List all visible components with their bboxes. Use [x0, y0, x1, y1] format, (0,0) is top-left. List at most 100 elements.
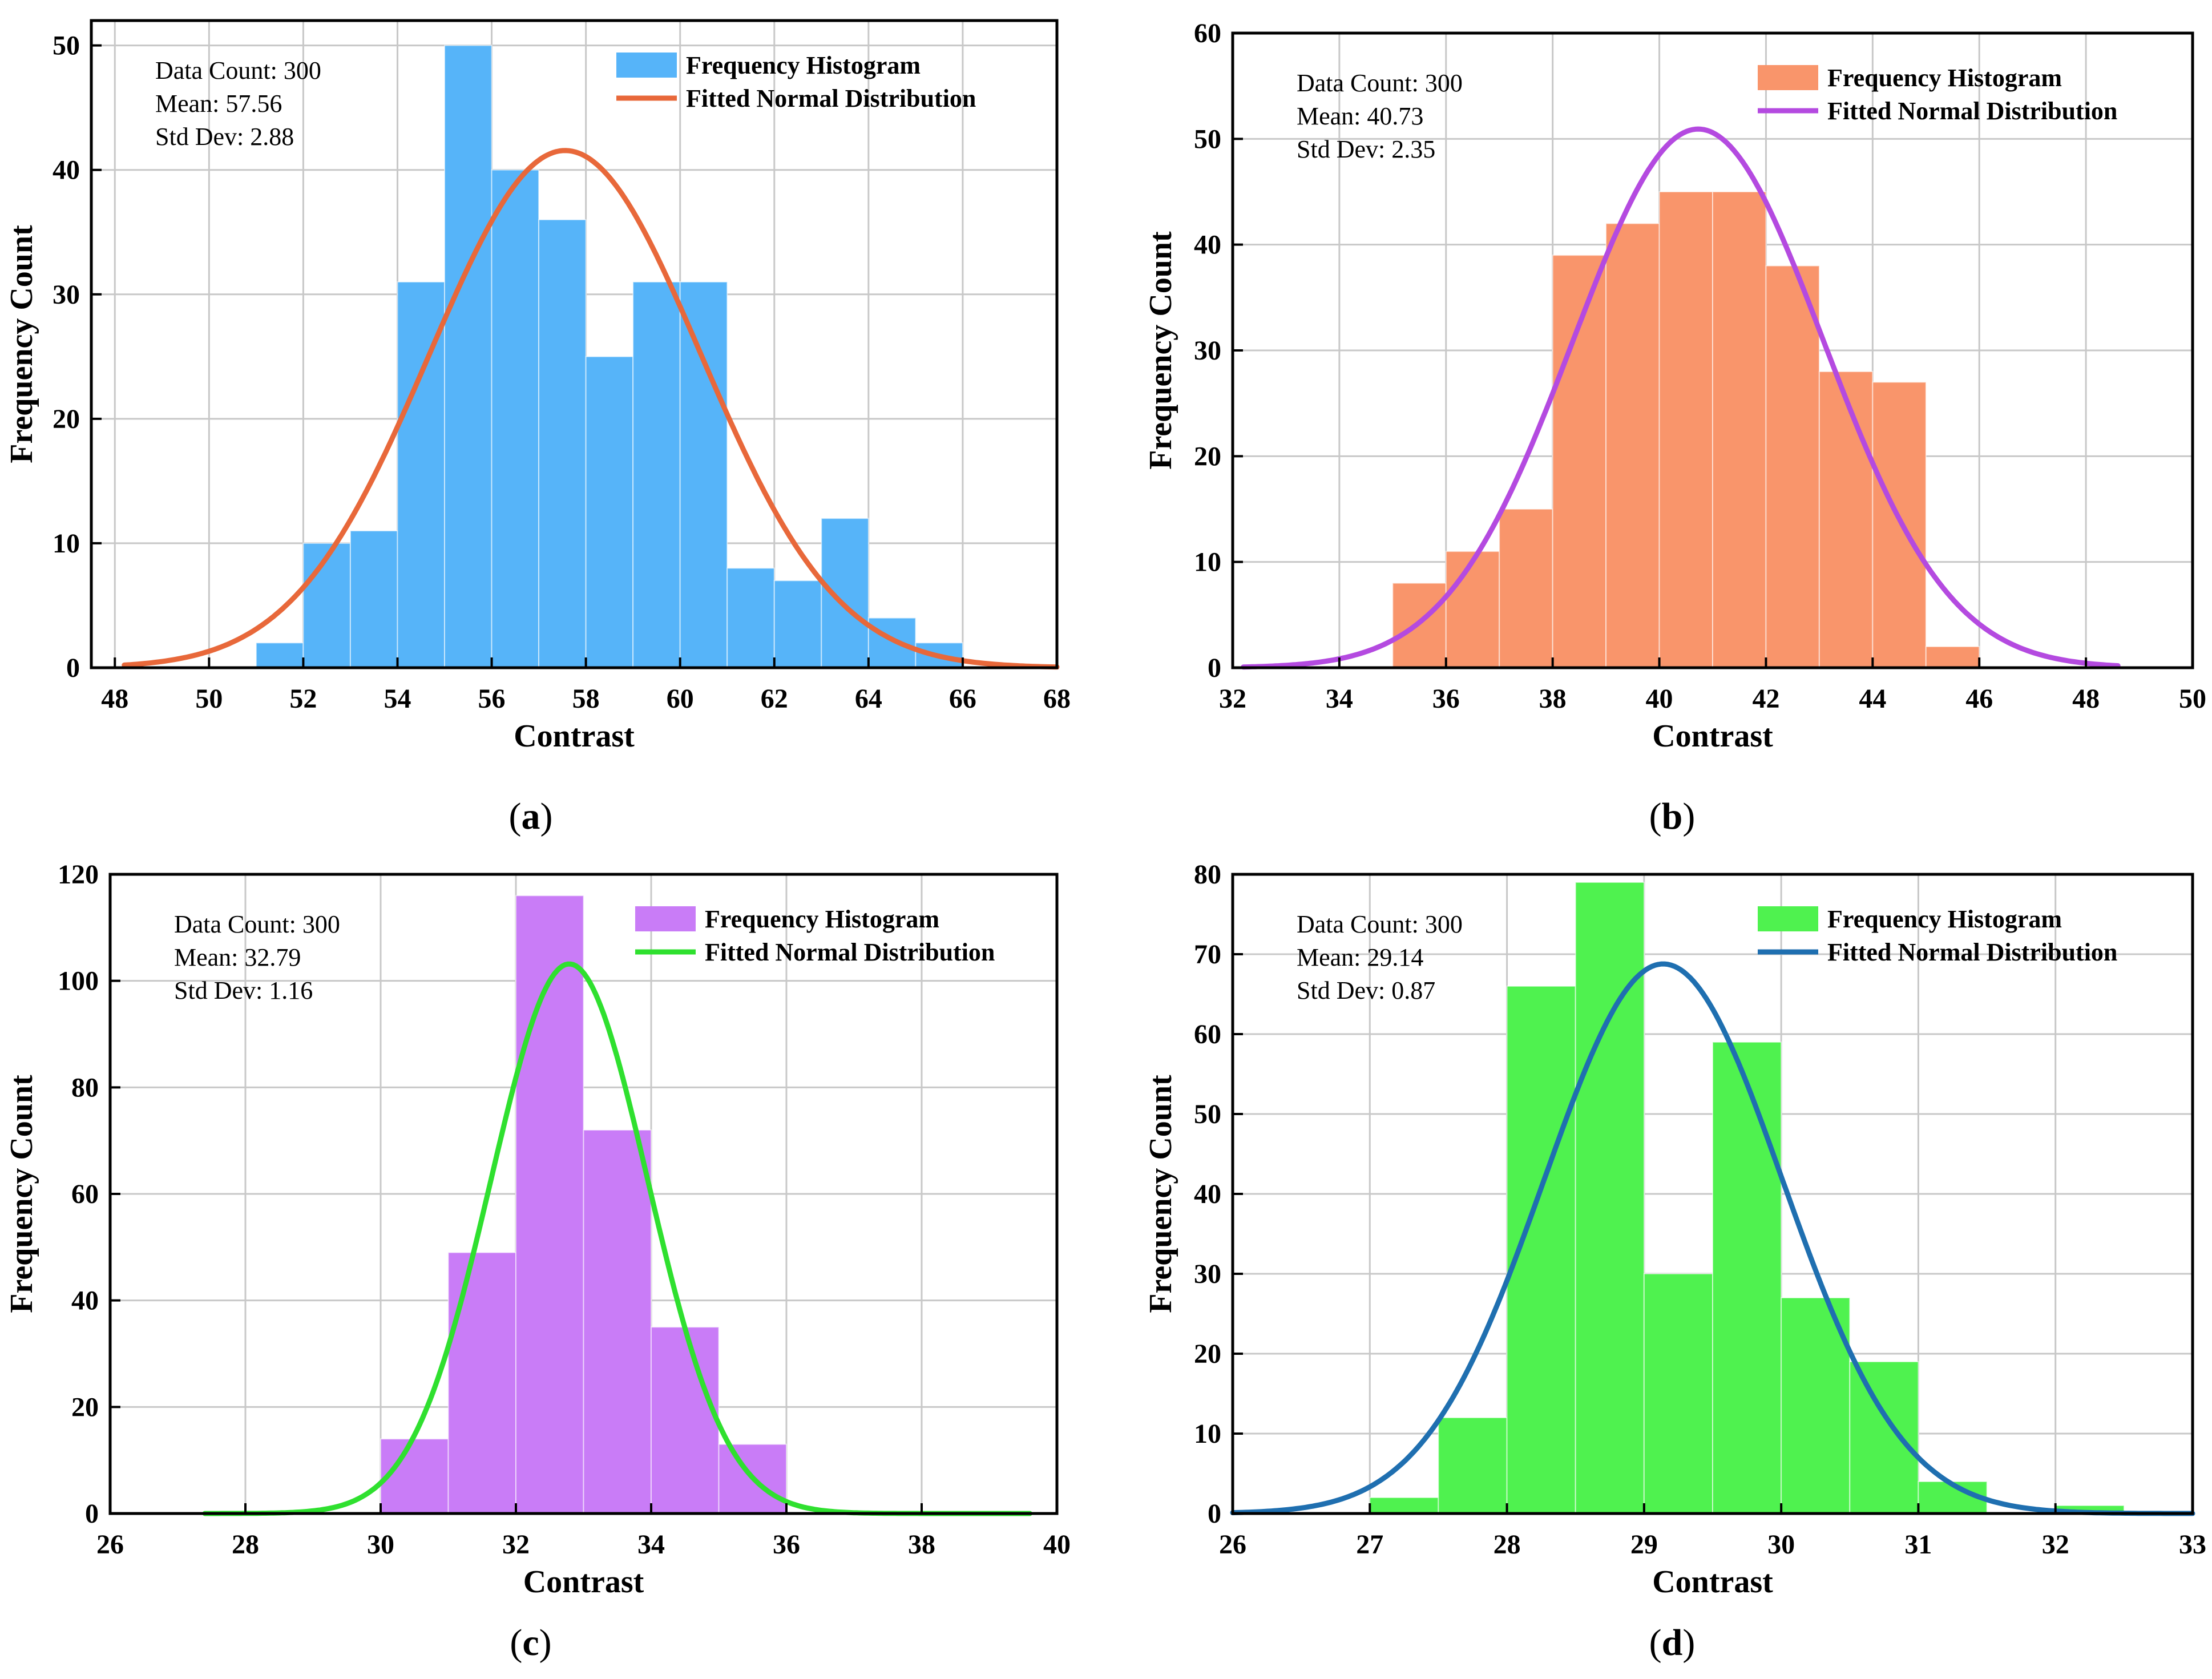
- x-tick-label: 36: [1432, 684, 1460, 714]
- stats-line: Std Dev: 2.35: [1297, 135, 1435, 163]
- y-tick-label: 20: [53, 404, 80, 434]
- x-tick-label: 29: [1630, 1529, 1658, 1560]
- histogram-bar: [1438, 1417, 1508, 1514]
- y-tick-label: 40: [1194, 230, 1221, 260]
- histogram-bar: [1765, 265, 1820, 668]
- stats-line: Data Count: 300: [155, 56, 321, 84]
- x-tick-label: 40: [1043, 1529, 1071, 1560]
- x-tick-label: 68: [1043, 684, 1071, 714]
- legend-histogram-swatch: [616, 53, 677, 78]
- x-axis-title: Contrast: [514, 719, 635, 754]
- caption-open-paren: (: [1649, 796, 1662, 837]
- x-tick-label: 44: [1859, 684, 1886, 714]
- y-tick-label: 0: [85, 1499, 99, 1529]
- panel-b: 32 34 36 38 40 42 44 46 48 50 0 10 20 30 40 50 60 Contras…: [1143, 18, 2206, 837]
- x-tick-label: 32: [502, 1529, 530, 1560]
- x-tick-label: 62: [761, 684, 788, 714]
- axes-frame: [90, 19, 1059, 669]
- panel-a: 48 50 52 54 56 58 60 62 64 66 68 0 10 20 30 40 50 Contras…: [4, 19, 1071, 837]
- caption-open-paren: (: [1649, 1622, 1662, 1664]
- histogram-bar: [1575, 882, 1645, 1514]
- y-tick-label: 80: [71, 1072, 99, 1103]
- y-tick-label: 10: [53, 528, 80, 559]
- x-tick-label: 34: [1326, 684, 1353, 714]
- y-tick-label: 50: [53, 31, 80, 61]
- histogram-bar: [1605, 223, 1660, 669]
- y-tick-label: 100: [58, 966, 99, 996]
- histogram-bar: [1849, 1361, 1919, 1514]
- y-axis-title: Frequency Count: [1143, 1075, 1178, 1313]
- x-tick-label: 56: [478, 684, 506, 714]
- histogram-bar: [1369, 1497, 1439, 1514]
- caption-letter: c: [522, 1622, 539, 1664]
- histogram-bar: [349, 530, 398, 668]
- caption-letter: b: [1662, 796, 1683, 837]
- histogram-bar: [491, 169, 540, 668]
- histogram-bar: [515, 895, 584, 1514]
- stats-line: Data Count: 300: [1297, 69, 1463, 97]
- histogram-bar: [679, 281, 728, 668]
- stats-line: Mean: 40.73: [1297, 102, 1423, 130]
- y-tick-label: 20: [1194, 441, 1221, 471]
- x-tick-label: 46: [1965, 684, 1993, 714]
- stats-line: Std Dev: 2.88: [155, 123, 294, 151]
- histogram-bar: [821, 518, 869, 668]
- y-axis-title: Frequency Count: [4, 1075, 39, 1313]
- panel-d: 26 27 28 29 30 31 32 33 0 10 20 30 40 50 60 70 80 Contras…: [1143, 859, 2206, 1664]
- y-tick-label: 120: [58, 859, 99, 890]
- stats-line: Std Dev: 0.87: [1297, 976, 1435, 1004]
- histogram-bar: [867, 617, 917, 669]
- caption-letter: d: [1662, 1622, 1683, 1664]
- caption-open-paren: (: [509, 796, 522, 837]
- histogram-bar: [538, 219, 587, 668]
- x-tick-label: 42: [1752, 684, 1779, 714]
- panel-caption: (c): [510, 1622, 551, 1664]
- legend-label: Frequency Histogram: [1827, 905, 2062, 933]
- histogram-bar: [1643, 1273, 1714, 1514]
- y-tick-label: 10: [1194, 547, 1221, 578]
- histogram-bar: [1818, 371, 1874, 668]
- histogram-bar: [1925, 645, 1980, 669]
- x-tick-label: 30: [1767, 1529, 1795, 1560]
- x-tick-label: 48: [2072, 684, 2100, 714]
- x-tick-label: 64: [855, 684, 882, 714]
- stats-line: Mean: 57.56: [155, 90, 282, 118]
- fitted-normal-curve: [1241, 126, 2121, 670]
- histogram-bar: [397, 281, 446, 668]
- x-tick-label: 32: [1219, 684, 1246, 714]
- x-tick-label: 50: [195, 684, 223, 714]
- histogram-bar: [583, 1129, 652, 1514]
- legend-histogram-swatch: [1758, 906, 1818, 931]
- y-tick-label: 30: [53, 280, 80, 310]
- x-tick-label: 28: [232, 1529, 259, 1560]
- y-axis-title: Frequency Count: [1143, 231, 1178, 470]
- x-tick-label: 52: [289, 684, 317, 714]
- fitted-normal-curve: [122, 148, 1060, 670]
- legend-label: Fitted Normal Distribution: [1827, 97, 2117, 125]
- y-tick-label: 60: [1194, 18, 1221, 49]
- y-tick-label: 40: [71, 1286, 99, 1316]
- legend-histogram-swatch: [1758, 65, 1818, 90]
- y-tick-label: 30: [1194, 1259, 1221, 1289]
- histogram-bar: [255, 642, 304, 669]
- histogram-bar: [1712, 1042, 1782, 1514]
- legend-label: Fitted Normal Distribution: [686, 84, 976, 112]
- caption-close-paren: ): [539, 1622, 552, 1664]
- histogram-bar: [1499, 508, 1553, 668]
- y-tick-label: 0: [1208, 653, 1221, 683]
- histogram-bar: [1872, 381, 1927, 668]
- y-tick-label: 20: [1194, 1339, 1221, 1369]
- legend-label: Frequency Histogram: [686, 51, 921, 79]
- legend-label: Fitted Normal Distribution: [1827, 938, 2117, 966]
- legend-label: Frequency Histogram: [1827, 64, 2062, 92]
- caption-letter: a: [522, 796, 540, 837]
- caption-open-paren: (: [510, 1622, 522, 1664]
- fitted-normal-curve: [1230, 961, 2195, 1516]
- x-tick-label: 58: [572, 684, 600, 714]
- stats-line: Data Count: 300: [1297, 910, 1463, 938]
- x-tick-label: 33: [2179, 1529, 2206, 1560]
- y-tick-label: 50: [1194, 1099, 1221, 1129]
- x-tick-label: 30: [367, 1529, 394, 1560]
- y-tick-label: 80: [1194, 859, 1221, 890]
